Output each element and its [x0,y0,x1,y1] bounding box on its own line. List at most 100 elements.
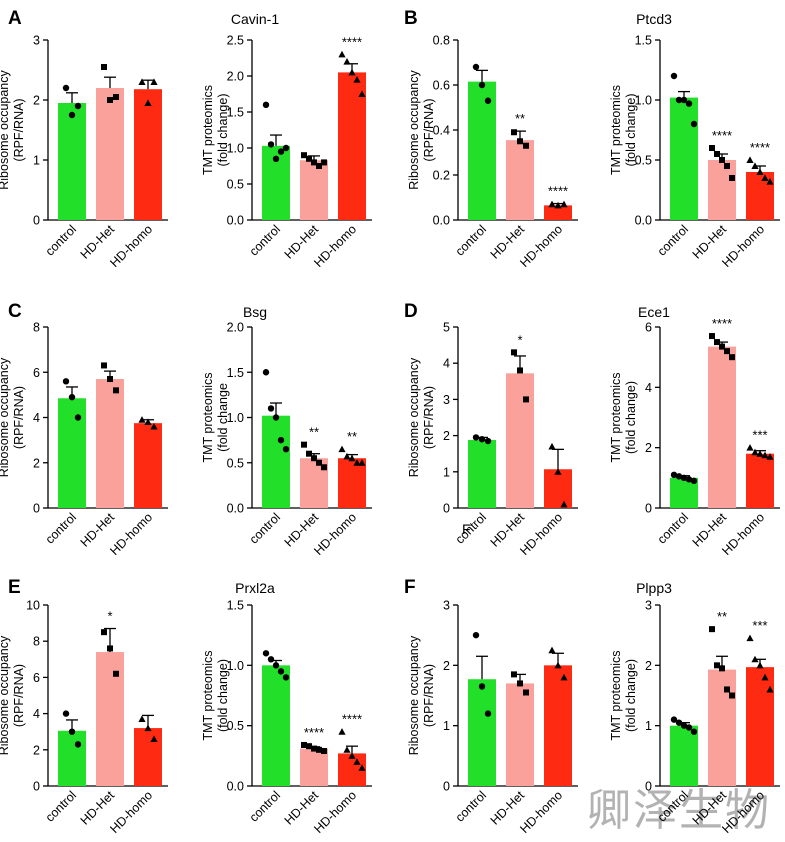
data-point [282,674,290,681]
bar-HD-Het [708,669,736,786]
data-point [316,746,322,753]
significance-label: ** [717,609,727,624]
x-tick-label-control: control [453,788,489,824]
x-tick-label-control: control [43,510,79,546]
x-tick-label-HD-homo: HD-homo [517,222,565,270]
panel-letter: A [8,8,22,29]
data-point [107,97,113,103]
watermark-text: 卿泽生物 [587,785,771,836]
x-tick-label-control: control [453,510,489,546]
y-tick-label: 6 [645,321,652,335]
panel-letter: E [8,577,21,598]
y-tick-label: 0.0 [227,502,244,516]
x-tick-label-HD-homo: HD-homo [107,788,155,836]
y-tick-label: 0 [33,780,40,794]
x-tick-label-HD-homo: HD-homo [107,222,155,270]
data-point [554,661,562,669]
x-tick-label-HD-homo: HD-homo [311,510,359,558]
y-tick-label: 1.0 [227,142,244,156]
bar-HD-homo [746,453,774,508]
data-point [548,200,556,208]
data-point [321,159,327,166]
data-point [338,445,346,453]
data-point [316,459,322,466]
y-axis-label: TMT proteomics(fold change) [201,650,230,740]
data-point [267,656,275,663]
data-point [714,662,720,669]
data-point [301,441,307,448]
y-tick-label: 4 [33,411,40,425]
significance-label: **** [712,316,732,331]
bar-HD-Het [506,683,534,786]
data-point [62,378,70,385]
data-point [709,333,715,340]
y-tick-label: 10 [26,599,40,613]
y-tick-label: 0 [33,502,40,516]
y-axis-label-line: Ribosome occupancy [0,70,11,190]
data-point [282,144,290,152]
data-point [714,151,720,157]
data-point [766,453,774,460]
y-axis-label-line: Ribosome occupancy [0,635,11,755]
panel-0-chart-ribo: 0 1 2 3 Ribosome occupancy(RPF/RNA) control HD… [0,34,168,270]
bar-HD-Het [96,88,124,220]
significance-label: ** [309,425,319,440]
panel-1-chart-tmt: 0.0 0.5 1.0 1.5 TMT proteomics(fold change) c… [609,34,780,270]
y-tick-label: 4 [33,707,40,721]
data-point [690,477,698,485]
bar-control [262,415,290,508]
data-point [62,710,70,717]
x-tick-label-control: control [655,222,691,258]
data-point [306,743,312,750]
panel-0-chart-tmt: 0.0 0.5 1.0 1.5 2.0 2.5 TMT proteomics(fold ch… [201,34,372,270]
y-tick-label: 4 [443,357,450,371]
y-axis-label: TMT proteomics(fold change) [609,650,638,740]
y-tick-label: 0.0 [635,214,652,228]
data-point [472,63,480,71]
y-tick-label: 2 [645,441,652,455]
y-tick-label: 0 [33,214,40,228]
data-point [262,369,270,376]
x-tick-label-HD-homo: HD-homo [517,788,565,836]
y-axis-label-line: (fold change [216,383,230,452]
bar-HD-Het [300,160,328,220]
data-point [113,670,119,677]
bar-HD-homo [746,667,774,786]
data-point [751,448,759,456]
y-axis-label-line: (RPF/RNA) [12,664,26,727]
data-point [343,746,351,753]
data-point [144,724,152,732]
bar-HD-homo [544,665,572,786]
data-point [761,174,769,181]
data-point [523,142,529,149]
gene-title: Ptcd3 [636,11,672,27]
data-point [523,689,529,696]
data-point [68,728,76,735]
data-point [472,631,480,639]
data-point [358,90,366,97]
x-tick-label-HD-homo: HD-homo [719,222,767,270]
data-point [714,339,720,346]
y-axis-label-line: TMT proteomics [201,650,215,740]
y-tick-label: 0.8 [433,34,450,48]
data-point [282,445,290,453]
bar-HD-homo [544,469,572,508]
y-axis-label-line: (fold change) [216,94,230,167]
bar-HD-homo [134,728,162,786]
data-point [484,710,492,717]
y-tick-label: 0.5 [227,719,244,733]
data-point [548,442,556,450]
data-point [751,655,759,663]
y-tick-label: 2.5 [227,34,244,48]
data-point [709,626,715,633]
x-tick-label-control: control [247,788,283,824]
data-point [517,367,523,374]
significance-label: **** [548,184,568,199]
y-tick-label: 1 [645,719,652,733]
y-axis-label-line: (RPF/RNA) [422,98,436,161]
y-axis-label: TMT proteomics(fold change) [201,85,230,175]
significance-label: **** [342,712,362,727]
y-axis-label: TMT proteomics(fold change) [609,372,638,462]
data-point [301,741,307,748]
panel-2-chart-tmt: 0.0 0.5 1.0 1.5 2.0 TMT proteomics(fold chang… [201,321,372,558]
